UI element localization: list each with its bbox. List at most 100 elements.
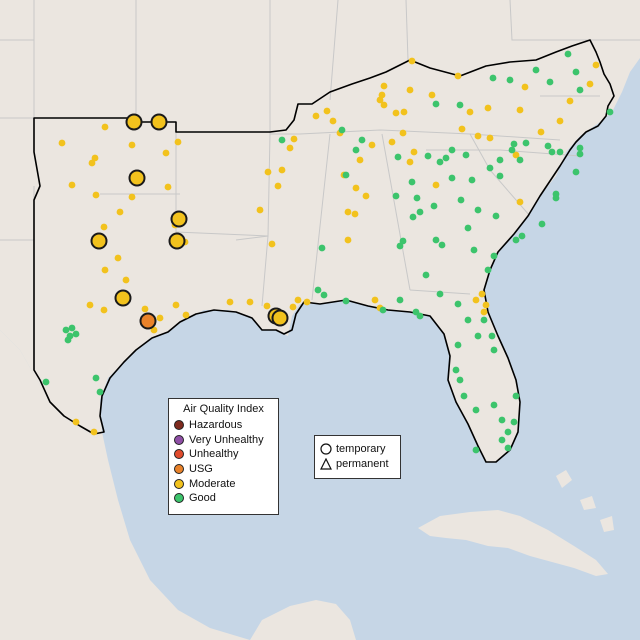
monitor-marker-good[interactable] bbox=[474, 332, 482, 340]
monitor-marker-moderate[interactable] bbox=[303, 298, 311, 306]
monitor-marker-good[interactable] bbox=[320, 291, 328, 299]
monitor-marker-good[interactable] bbox=[548, 148, 556, 156]
monitor-marker-good[interactable] bbox=[394, 153, 402, 161]
monitor-marker-moderate[interactable] bbox=[114, 254, 122, 262]
monitor-marker-good[interactable] bbox=[572, 168, 580, 176]
monitor-marker-moderate[interactable] bbox=[474, 132, 482, 140]
monitor-marker-good[interactable] bbox=[572, 68, 580, 76]
monitor-marker-moderate[interactable] bbox=[128, 141, 136, 149]
monitor-marker-good[interactable] bbox=[68, 324, 76, 332]
monitor-marker-moderate[interactable] bbox=[521, 83, 529, 91]
monitor-marker-good[interactable] bbox=[409, 213, 417, 221]
monitor-marker-moderate[interactable] bbox=[172, 301, 180, 309]
monitor-marker-good[interactable] bbox=[456, 376, 464, 384]
monitor-marker-moderate[interactable] bbox=[164, 183, 172, 191]
monitor-marker-moderate[interactable] bbox=[344, 236, 352, 244]
monitor-marker-good[interactable] bbox=[538, 220, 546, 228]
temporary-monitor-marker-moderate[interactable] bbox=[128, 169, 146, 187]
monitor-marker-moderate[interactable] bbox=[351, 210, 359, 218]
monitor-marker-good[interactable] bbox=[490, 346, 498, 354]
monitor-marker-moderate[interactable] bbox=[246, 298, 254, 306]
monitor-marker-good[interactable] bbox=[424, 152, 432, 160]
temporary-monitor-marker-moderate[interactable] bbox=[114, 289, 132, 307]
monitor-marker-moderate[interactable] bbox=[278, 166, 286, 174]
monitor-marker-moderate[interactable] bbox=[128, 193, 136, 201]
monitor-marker-good[interactable] bbox=[314, 286, 322, 294]
monitor-marker-moderate[interactable] bbox=[472, 296, 480, 304]
monitor-marker-good[interactable] bbox=[498, 416, 506, 424]
monitor-marker-good[interactable] bbox=[510, 140, 518, 148]
monitor-marker-moderate[interactable] bbox=[226, 298, 234, 306]
monitor-marker-moderate[interactable] bbox=[274, 182, 282, 190]
monitor-marker-good[interactable] bbox=[506, 76, 514, 84]
monitor-marker-moderate[interactable] bbox=[122, 276, 130, 284]
monitor-marker-moderate[interactable] bbox=[91, 154, 99, 162]
monitor-marker-moderate[interactable] bbox=[428, 91, 436, 99]
monitor-marker-good[interactable] bbox=[436, 290, 444, 298]
monitor-marker-moderate[interactable] bbox=[586, 80, 594, 88]
monitor-marker-good[interactable] bbox=[396, 242, 404, 250]
monitor-marker-moderate[interactable] bbox=[380, 101, 388, 109]
monitor-marker-moderate[interactable] bbox=[100, 306, 108, 314]
monitor-marker-moderate[interactable] bbox=[174, 138, 182, 146]
monitor-marker-good[interactable] bbox=[396, 296, 404, 304]
monitor-marker-good[interactable] bbox=[556, 148, 564, 156]
monitor-marker-good[interactable] bbox=[62, 326, 70, 334]
monitor-marker-moderate[interactable] bbox=[406, 158, 414, 166]
monitor-marker-good[interactable] bbox=[430, 202, 438, 210]
temporary-monitor-marker-moderate[interactable] bbox=[125, 113, 143, 131]
monitor-marker-moderate[interactable] bbox=[362, 192, 370, 200]
monitor-marker-good[interactable] bbox=[480, 316, 488, 324]
monitor-marker-moderate[interactable] bbox=[454, 72, 462, 80]
temporary-monitor-marker-moderate[interactable] bbox=[150, 113, 168, 131]
monitor-marker-moderate[interactable] bbox=[480, 308, 488, 316]
monitor-marker-moderate[interactable] bbox=[86, 301, 94, 309]
temporary-monitor-marker-moderate[interactable] bbox=[168, 232, 186, 250]
monitor-marker-good[interactable] bbox=[522, 139, 530, 147]
monitor-marker-good[interactable] bbox=[64, 336, 72, 344]
monitor-marker-good[interactable] bbox=[413, 194, 421, 202]
monitor-marker-moderate[interactable] bbox=[323, 107, 331, 115]
monitor-marker-good[interactable] bbox=[452, 366, 460, 374]
monitor-marker-good[interactable] bbox=[436, 158, 444, 166]
monitor-marker-moderate[interactable] bbox=[380, 82, 388, 90]
monitor-marker-good[interactable] bbox=[432, 100, 440, 108]
monitor-marker-good[interactable] bbox=[456, 101, 464, 109]
monitor-marker-moderate[interactable] bbox=[344, 208, 352, 216]
monitor-marker-moderate[interactable] bbox=[256, 206, 264, 214]
monitor-marker-moderate[interactable] bbox=[294, 296, 302, 304]
monitor-marker-good[interactable] bbox=[552, 194, 560, 202]
monitor-marker-good[interactable] bbox=[512, 392, 520, 400]
monitor-marker-moderate[interactable] bbox=[289, 303, 297, 311]
temporary-monitor-marker-moderate[interactable] bbox=[271, 309, 289, 327]
monitor-marker-good[interactable] bbox=[358, 136, 366, 144]
monitor-marker-good[interactable] bbox=[490, 252, 498, 260]
monitor-marker-good[interactable] bbox=[474, 206, 482, 214]
monitor-marker-moderate[interactable] bbox=[484, 104, 492, 112]
monitor-marker-good[interactable] bbox=[504, 428, 512, 436]
monitor-marker-moderate[interactable] bbox=[371, 296, 379, 304]
monitor-marker-moderate[interactable] bbox=[368, 141, 376, 149]
monitor-marker-moderate[interactable] bbox=[72, 418, 80, 426]
monitor-marker-moderate[interactable] bbox=[356, 156, 364, 164]
monitor-marker-good[interactable] bbox=[342, 171, 350, 179]
monitor-marker-good[interactable] bbox=[504, 444, 512, 452]
monitor-marker-good[interactable] bbox=[318, 244, 326, 252]
monitor-marker-good[interactable] bbox=[489, 74, 497, 82]
monitor-marker-good[interactable] bbox=[392, 192, 400, 200]
monitor-marker-good[interactable] bbox=[432, 236, 440, 244]
monitor-marker-good[interactable] bbox=[457, 196, 465, 204]
monitor-marker-moderate[interactable] bbox=[399, 129, 407, 137]
monitor-marker-good[interactable] bbox=[454, 341, 462, 349]
monitor-marker-good[interactable] bbox=[490, 401, 498, 409]
monitor-marker-good[interactable] bbox=[462, 151, 470, 159]
monitor-marker-moderate[interactable] bbox=[592, 61, 600, 69]
monitor-marker-moderate[interactable] bbox=[556, 117, 564, 125]
monitor-marker-good[interactable] bbox=[438, 241, 446, 249]
monitor-marker-good[interactable] bbox=[544, 142, 552, 150]
monitor-marker-good[interactable] bbox=[464, 224, 472, 232]
monitor-marker-moderate[interactable] bbox=[466, 108, 474, 116]
monitor-marker-good[interactable] bbox=[442, 154, 450, 162]
monitor-marker-good[interactable] bbox=[352, 146, 360, 154]
